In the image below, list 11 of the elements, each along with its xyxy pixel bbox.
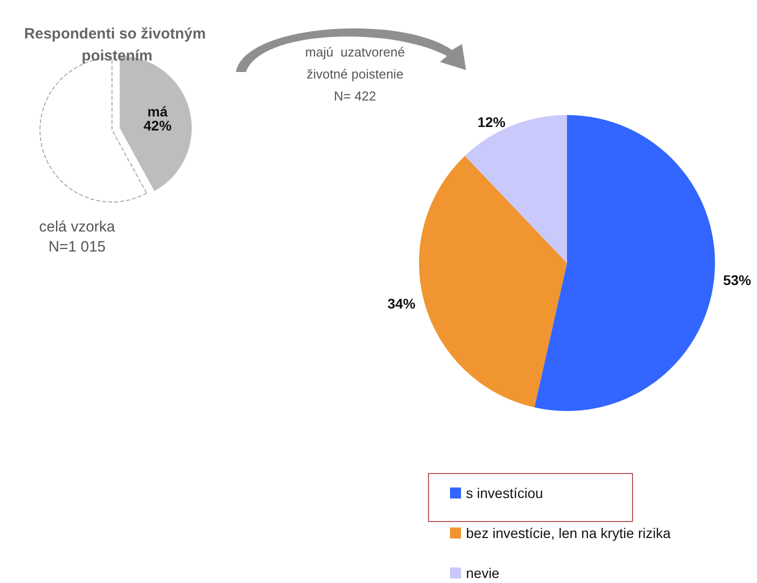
legend-label: nevie bbox=[466, 565, 500, 581]
legend-label: s investíciou bbox=[466, 485, 544, 501]
legend-label: bez investície, len na krytie rizika bbox=[466, 525, 671, 541]
data-label: 34% bbox=[387, 296, 416, 312]
chart-title: Respondenti so životným poistením bbox=[24, 26, 206, 64]
data-label: 53% bbox=[723, 272, 752, 288]
text: celá vzorka N=1 015 bbox=[39, 218, 116, 256]
data-label: 12% bbox=[477, 114, 506, 130]
text: majú uzatvorené životné poistenie N= 422 bbox=[305, 44, 405, 104]
data-label: 42% bbox=[144, 117, 172, 134]
slice-label: má bbox=[147, 103, 168, 120]
